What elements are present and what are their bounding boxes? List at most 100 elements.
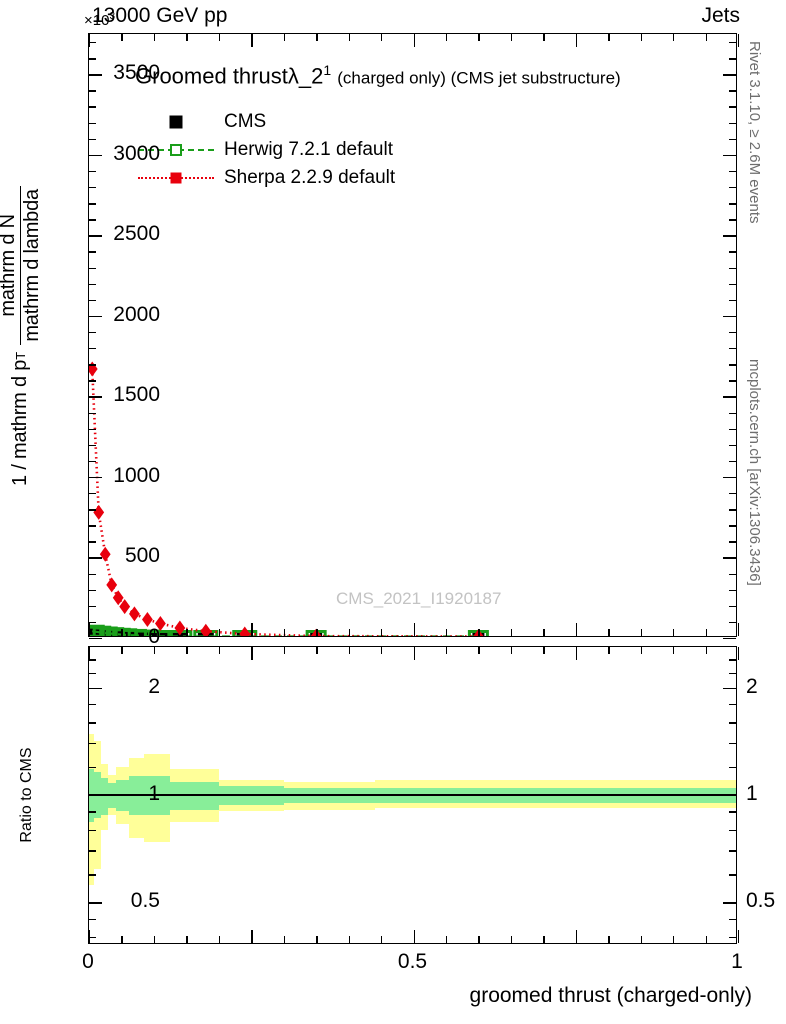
legend-key-cms <box>138 111 214 133</box>
ratio-x-tick-bottom <box>510 936 513 943</box>
y-axis-title-denominator: mathrm d lambda <box>20 189 43 342</box>
y-tick-label: 3000 <box>113 141 160 165</box>
y-tick-minor-right <box>729 509 736 511</box>
y-tick-major-right <box>723 154 736 157</box>
y-tick-label: 500 <box>124 544 160 568</box>
ratio-x-tick-bottom <box>218 936 221 943</box>
x-tick-top <box>640 34 643 41</box>
x-tick-top <box>283 34 286 41</box>
plot-title-observable: λ_2 <box>287 63 324 89</box>
x-tick-top <box>316 34 318 41</box>
legend-item-cms[interactable]: CMS <box>138 108 395 136</box>
y-tick-minor-right <box>729 493 736 495</box>
legend-item-sherpa[interactable]: Sherpa 2.2.9 default <box>138 164 395 192</box>
x-tick-top <box>218 34 221 41</box>
ratio-tick-minor-right <box>729 918 736 921</box>
y-tick-minor-right <box>729 621 736 624</box>
y-tick-minor <box>89 219 96 221</box>
x-tick-bottom <box>445 629 448 636</box>
legend-item-herwig[interactable]: Herwig 7.2.1 default <box>138 136 395 164</box>
x-tick-top <box>738 34 740 47</box>
ratio-band-inner <box>283 787 375 803</box>
y-tick-minor <box>89 251 96 253</box>
x-tick-top <box>89 34 91 47</box>
ratio-x-tick-top <box>89 647 91 660</box>
y-tick-label: 2500 <box>113 222 160 246</box>
y-axis-title-numerator: mathrm d N <box>0 186 21 345</box>
y-tick-minor-right <box>729 283 736 286</box>
ratio-tick-label-right: 1 <box>746 782 758 806</box>
ratio-tick-minor-right <box>729 659 736 661</box>
ratio-x-tick-bottom <box>316 936 318 943</box>
x-tick-bottom <box>251 623 253 636</box>
data-point-marker <box>174 620 186 636</box>
ratio-tick-major <box>89 687 102 690</box>
legend-label-sherpa: Sherpa 2.2.9 default <box>224 167 396 188</box>
ratio-tick-label-right: 0.5 <box>746 889 776 913</box>
y-axis-title-denom-sub: T <box>12 352 28 360</box>
multiplier-exponent: 3 <box>109 11 116 22</box>
y-axis-title-prefix: 1 <box>8 475 31 486</box>
x-tick-bottom <box>608 629 610 636</box>
ratio-tick-minor <box>89 722 96 724</box>
x-tick-bottom <box>705 629 707 636</box>
y-tick-minor <box>89 573 96 575</box>
ratio-tick-minor-right <box>729 850 736 852</box>
y-tick-label: 3500 <box>113 61 160 85</box>
ratio-tick-minor-right <box>729 937 736 939</box>
y-tick-minor-right <box>729 541 736 543</box>
x-tick-bottom <box>186 629 188 636</box>
data-point-marker <box>93 504 105 520</box>
ratio-tick-label: 1 <box>148 782 160 806</box>
y-tick-minor <box>89 444 96 447</box>
x-tick-bottom <box>543 629 545 636</box>
legend-key-sherpa <box>138 167 214 189</box>
ratio-x-tick-top <box>673 647 675 654</box>
ratio-x-tick-top <box>251 647 253 660</box>
ratio-x-tick-bottom <box>186 936 188 943</box>
y-tick-minor <box>89 493 96 495</box>
ratio-tick-minor <box>89 850 96 852</box>
ratio-x-tick-top <box>218 647 221 654</box>
y-tick-minor <box>89 460 96 463</box>
y-tick-minor-right <box>729 331 736 334</box>
plot-title-qualifier: (charged only) (CMS jet substructure) <box>337 68 621 88</box>
ratio-x-tick-bottom <box>413 930 415 943</box>
ratio-tick-label-right: 2 <box>746 674 758 698</box>
ratio-x-tick-top <box>478 647 480 654</box>
y-tick-minor-right <box>729 203 736 205</box>
y-tick-major-right <box>723 74 736 76</box>
y-tick-major <box>89 315 102 318</box>
y-tick-minor-right <box>729 573 736 575</box>
y-tick-minor <box>89 170 96 173</box>
analysis-category-label: Jets <box>701 4 740 27</box>
y-tick-major-right <box>723 315 736 318</box>
y-tick-major <box>89 557 102 559</box>
ratio-band-outer <box>283 781 375 810</box>
ratio-x-tick-top <box>316 647 318 654</box>
y-tick-minor <box>89 428 96 430</box>
y-tick-minor-right <box>729 138 736 141</box>
y-tick-minor <box>89 331 96 334</box>
x-tick-bottom <box>413 623 415 636</box>
y-tick-label: 0 <box>148 625 160 648</box>
x-tick-label: 0.5 <box>397 950 428 973</box>
ratio-band-outer <box>374 780 736 808</box>
data-point-marker <box>200 623 212 636</box>
y-axis-title-fraction: mathrm d N mathrm d lambda <box>0 186 43 345</box>
x-tick-top <box>478 34 480 41</box>
ratio-x-tick-bottom <box>89 930 91 943</box>
y-tick-minor <box>89 380 96 382</box>
main-plot-panel: CMS_2021_I1920187 <box>88 33 740 640</box>
x-tick-top <box>543 34 545 41</box>
legend: CMS Herwig 7.2.1 default Sherpa 2.2.9 de… <box>138 108 395 192</box>
ratio-tick-minor-right <box>729 703 736 706</box>
y-tick-major-right <box>723 557 736 559</box>
ratio-x-tick-top <box>381 647 383 654</box>
y-tick-major <box>89 154 102 157</box>
y-tick-major <box>89 396 102 398</box>
x-tick-bottom <box>348 629 350 636</box>
y-tick-minor <box>89 267 96 269</box>
x-tick-top <box>673 34 675 41</box>
ratio-x-tick-top <box>121 647 123 654</box>
